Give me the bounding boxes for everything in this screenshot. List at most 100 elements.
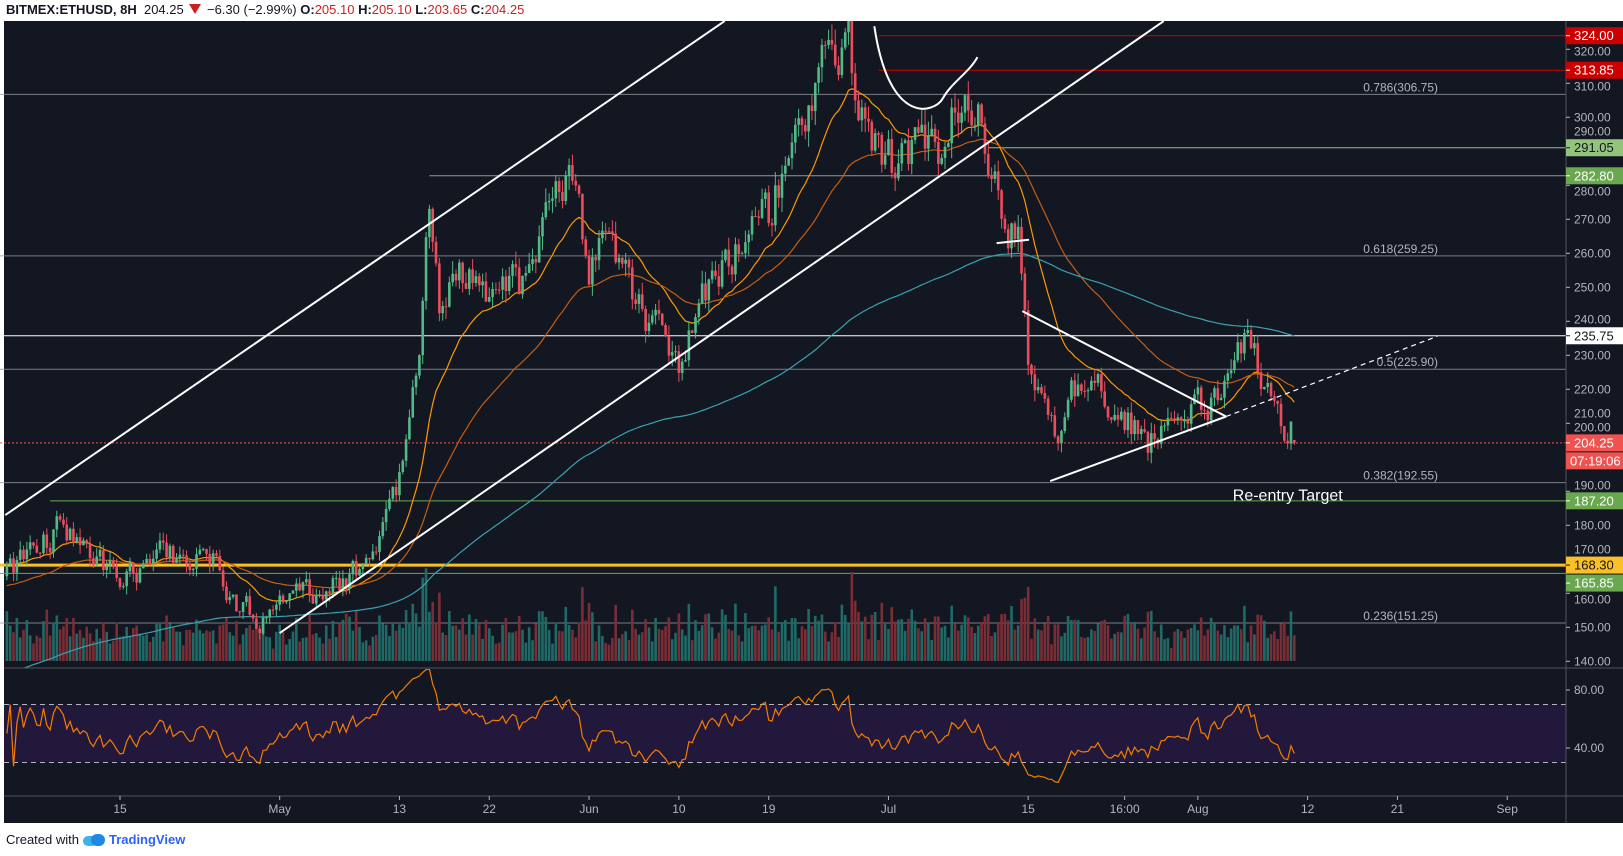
candle-body[interactable]: [617, 257, 621, 263]
candle-body[interactable]: [1046, 398, 1050, 415]
candle-body[interactable]: [338, 577, 341, 591]
candle-body[interactable]: [118, 577, 122, 588]
candle-body[interactable]: [1103, 391, 1106, 407]
candle-body[interactable]: [1176, 417, 1180, 420]
candle-body[interactable]: [820, 44, 824, 68]
candle-body[interactable]: [62, 519, 65, 525]
candle-body[interactable]: [494, 289, 498, 291]
candle-body[interactable]: [1159, 425, 1163, 444]
candle-body[interactable]: [1239, 342, 1243, 354]
candle-body[interactable]: [823, 44, 827, 46]
candle-body[interactable]: [621, 257, 624, 264]
candle-body[interactable]: [8, 558, 12, 565]
candle-body[interactable]: [1203, 409, 1206, 411]
triangle-lower-line[interactable]: [1049, 415, 1227, 483]
candle-body[interactable]: [334, 577, 338, 579]
candle-body[interactable]: [967, 95, 970, 111]
candle-body[interactable]: [132, 562, 135, 574]
candle-body[interactable]: [1269, 382, 1273, 397]
candle-body[interactable]: [398, 472, 401, 496]
candle-body[interactable]: [960, 112, 963, 123]
candle-body[interactable]: [1080, 384, 1083, 391]
candle-body[interactable]: [461, 262, 464, 284]
candle-body[interactable]: [1223, 380, 1226, 398]
candle-body[interactable]: [1086, 390, 1090, 392]
candle-body[interactable]: [35, 545, 39, 553]
candle-body[interactable]: [684, 360, 687, 362]
candle-body[interactable]: [897, 163, 900, 179]
candle-body[interactable]: [950, 107, 953, 144]
candle-body[interactable]: [191, 568, 195, 570]
candle-body[interactable]: [973, 125, 977, 127]
candle-body[interactable]: [331, 578, 335, 594]
candle-body[interactable]: [740, 253, 744, 255]
candle-body[interactable]: [524, 272, 528, 276]
candle-body[interactable]: [557, 181, 561, 192]
candle-body[interactable]: [710, 270, 714, 280]
candle-body[interactable]: [1116, 414, 1120, 420]
candle-body[interactable]: [727, 249, 731, 267]
candle-body[interactable]: [82, 540, 85, 546]
candle-body[interactable]: [221, 570, 225, 587]
candle-body[interactable]: [231, 594, 235, 597]
candle-body[interactable]: [893, 172, 897, 179]
candle-body[interactable]: [594, 257, 598, 261]
time-axis[interactable]: 15 May 13 22 Jun 10 19 Jul 15 16:00 Aug 12 21 Sep: [113, 796, 1518, 816]
candle-body[interactable]: [674, 351, 677, 353]
candle-body[interactable]: [1006, 229, 1010, 249]
candle-body[interactable]: [544, 202, 548, 218]
candle-body[interactable]: [175, 558, 178, 563]
candle-body[interactable]: [957, 112, 960, 123]
candle-body[interactable]: [1120, 411, 1123, 420]
candle-body[interactable]: [587, 255, 591, 285]
candle-body[interactable]: [401, 460, 405, 473]
candle-body[interactable]: [1229, 370, 1233, 374]
candle-body[interactable]: [32, 542, 35, 546]
candle-body[interactable]: [890, 139, 894, 173]
candle-body[interactable]: [291, 590, 295, 594]
candle-body[interactable]: [980, 104, 983, 124]
candle-body[interactable]: [48, 547, 52, 553]
candle-body[interactable]: [128, 562, 132, 572]
candle-body[interactable]: [534, 259, 538, 263]
candle-body[interactable]: [52, 529, 55, 553]
candle-body[interactable]: [574, 180, 578, 186]
candle-body[interactable]: [917, 127, 920, 133]
candle-body[interactable]: [378, 536, 381, 553]
candle-body[interactable]: [115, 567, 118, 578]
candle-body[interactable]: [660, 313, 664, 326]
candle-body[interactable]: [145, 558, 148, 564]
candle-body[interactable]: [364, 557, 368, 565]
candle-body[interactable]: [541, 217, 544, 237]
candle-body[interactable]: [404, 439, 408, 461]
candle-body[interactable]: [1199, 387, 1203, 410]
candle-body[interactable]: [228, 596, 232, 601]
candle-body[interactable]: [744, 242, 747, 254]
candle-body[interactable]: [241, 602, 245, 612]
candle-body[interactable]: [1113, 414, 1116, 420]
candle-body[interactable]: [1256, 343, 1260, 373]
candle-body[interactable]: [837, 65, 840, 75]
candle-body[interactable]: [135, 573, 138, 583]
candle-body[interactable]: [308, 579, 311, 596]
candle-body[interactable]: [102, 550, 105, 571]
candle-body[interactable]: [481, 281, 484, 286]
candle-body[interactable]: [627, 259, 631, 268]
candle-body[interactable]: [211, 553, 215, 565]
candle-body[interactable]: [584, 239, 588, 256]
candle-body[interactable]: [907, 140, 910, 164]
candle-body[interactable]: [497, 289, 501, 291]
candle-body[interactable]: [45, 534, 49, 548]
candle-body[interactable]: [225, 586, 228, 601]
candle-body[interactable]: [1259, 372, 1263, 390]
candle-body[interactable]: [754, 216, 757, 218]
candle-body[interactable]: [930, 128, 934, 137]
candle-body[interactable]: [664, 325, 667, 337]
candle-body[interactable]: [707, 279, 711, 301]
candle-body[interactable]: [940, 157, 943, 164]
candle-body[interactable]: [368, 557, 371, 560]
candle-body[interactable]: [258, 628, 262, 634]
candle-body[interactable]: [195, 554, 198, 569]
candle-body[interactable]: [996, 171, 1000, 191]
candle-body[interactable]: [601, 230, 604, 239]
